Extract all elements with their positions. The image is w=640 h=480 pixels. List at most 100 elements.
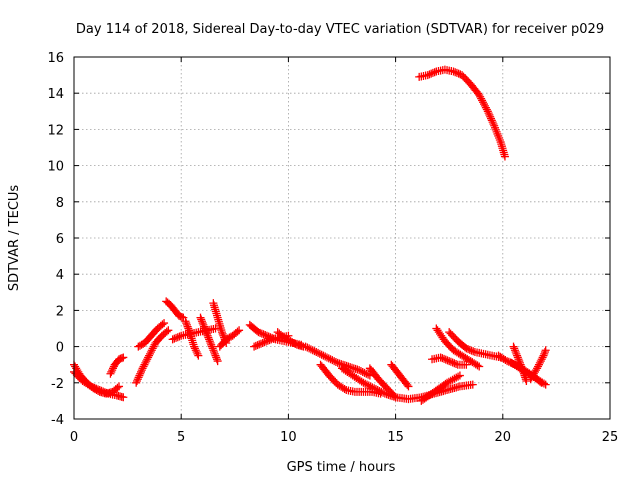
data-point (454, 372, 463, 381)
data-point (427, 69, 436, 78)
data-point (452, 68, 461, 77)
y-tick-label: 14 (47, 87, 64, 102)
y-tick-label: 0 (56, 341, 64, 356)
data-point (516, 360, 525, 369)
data-point (144, 353, 153, 362)
data-point (168, 335, 177, 344)
data-point (207, 340, 216, 349)
data-point (197, 317, 206, 326)
data-point (514, 355, 523, 364)
data-point (108, 366, 117, 375)
data-point (379, 388, 388, 397)
data-point (511, 348, 520, 357)
data-point (355, 366, 364, 375)
data-point (541, 346, 550, 355)
data-point (331, 357, 340, 366)
data-point (489, 119, 498, 128)
data-point (182, 319, 191, 328)
data-point (306, 345, 315, 354)
data-point (517, 362, 526, 371)
data-point (324, 354, 333, 363)
data-point (515, 358, 524, 367)
data-point (149, 342, 158, 351)
data-point (536, 357, 545, 366)
data-point (478, 96, 487, 105)
y-tick-label: 12 (47, 123, 64, 138)
data-point (423, 71, 432, 80)
data-point (359, 378, 368, 387)
data-point (479, 100, 488, 109)
data-point (210, 349, 219, 358)
data-point (487, 114, 496, 123)
data-point (200, 324, 209, 333)
data-point (373, 386, 382, 395)
data-point (210, 348, 219, 357)
data-point (326, 355, 335, 364)
data-point (203, 331, 212, 340)
data-point (196, 313, 205, 322)
data-point (319, 351, 328, 360)
data-point (465, 345, 474, 354)
y-tick-label: -4 (51, 413, 64, 428)
data-point (265, 336, 274, 345)
x-axis-ticks: 0 5 10 15 20 25 (70, 57, 618, 445)
series-arc-evening-4 (365, 364, 400, 402)
data-point (217, 328, 226, 337)
data-point (141, 358, 150, 367)
data-point (233, 327, 242, 336)
data-point (260, 338, 269, 347)
data-point (143, 355, 152, 364)
series-arc-morning-3 (162, 297, 188, 322)
data-point (164, 326, 173, 335)
data-point (436, 353, 445, 362)
data-point (135, 371, 144, 380)
data-point (158, 320, 167, 329)
series-arc-night-2 (417, 371, 464, 405)
data-point (534, 362, 543, 371)
data-point (206, 338, 215, 347)
data-point (486, 112, 495, 121)
data-point (109, 364, 118, 373)
data-point (145, 351, 154, 360)
y-tick-label: 2 (56, 304, 64, 319)
y-tick-label: 4 (56, 268, 64, 283)
data-point (532, 366, 541, 375)
data-point (99, 387, 108, 396)
data-point (132, 376, 141, 385)
data-point (476, 92, 485, 101)
series-arc-evening-2 (316, 360, 385, 398)
data-point (479, 98, 488, 107)
data-point (205, 337, 214, 346)
data-point (438, 354, 447, 363)
data-point (259, 330, 268, 339)
data-point (197, 315, 206, 324)
data-point (134, 373, 143, 382)
data-point (358, 367, 367, 376)
data-point (464, 345, 473, 354)
data-point (451, 68, 460, 77)
data-point (375, 386, 384, 395)
data-point (475, 362, 484, 371)
data-point (181, 317, 190, 326)
x-tick-label: 0 (70, 430, 78, 445)
chart-title: Day 114 of 2018, Sidereal Day-to-day VTE… (76, 22, 604, 37)
data-point (475, 91, 484, 100)
data-point (448, 358, 457, 367)
data-point (484, 109, 493, 118)
data-point (256, 328, 265, 337)
data-point (513, 351, 522, 360)
data-point (364, 381, 373, 390)
data-point (314, 348, 323, 357)
data-point (485, 110, 494, 119)
data-point (119, 393, 128, 402)
data-point (330, 357, 339, 366)
data-point (142, 357, 151, 366)
data-point (185, 326, 194, 335)
data-point (340, 384, 349, 393)
data-point (94, 385, 103, 394)
data-point (148, 344, 157, 353)
data-point (510, 346, 519, 355)
data-point (113, 383, 122, 392)
data-point (510, 344, 519, 353)
